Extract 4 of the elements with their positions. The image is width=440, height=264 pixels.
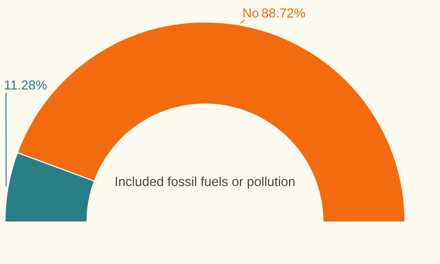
data-label: 11.28% (4, 78, 48, 93)
slice-label: No (242, 5, 259, 20)
data-label: 88.72% (261, 5, 306, 20)
text: Included fossil fuels or pollution (114, 174, 296, 189)
